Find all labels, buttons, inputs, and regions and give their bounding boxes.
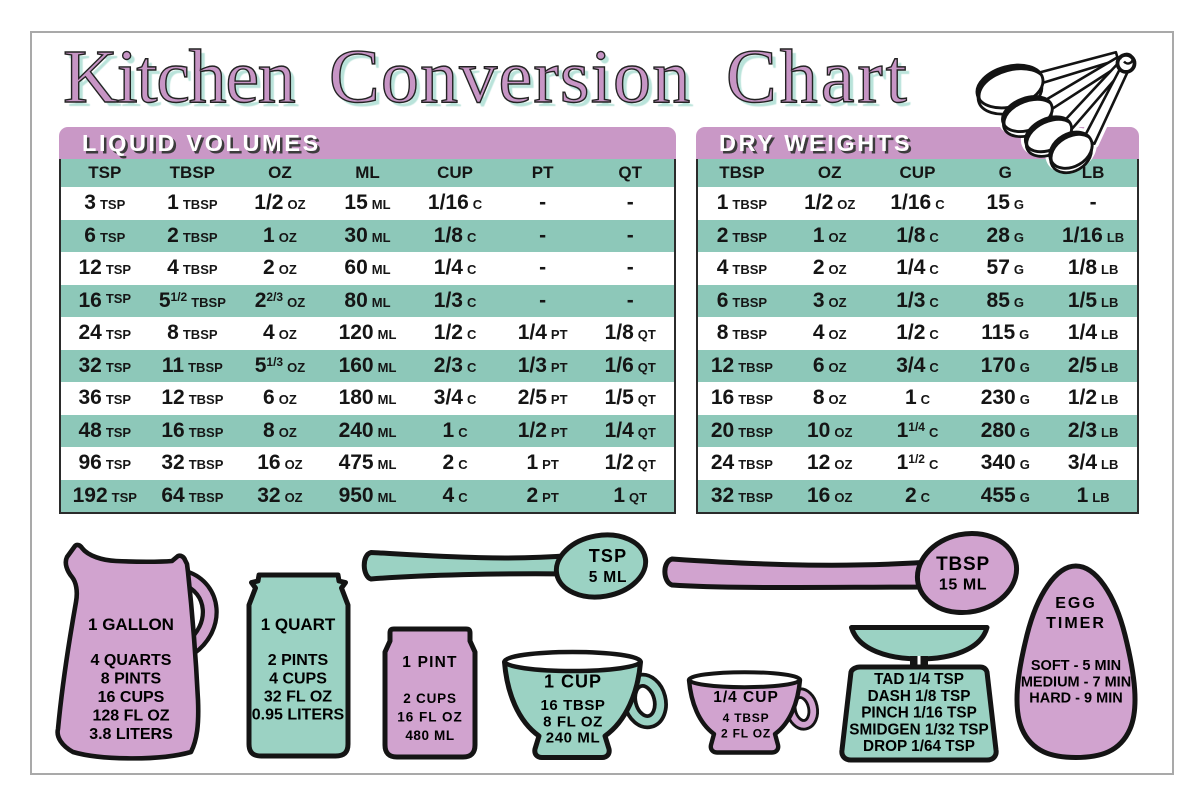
svg-text:1 PINT: 1 PINT	[402, 654, 457, 671]
svg-text:5 ML: 5 ML	[589, 569, 628, 586]
svg-text:8 PINTS: 8 PINTS	[101, 671, 162, 688]
svg-text:DROP 1/64 TSP: DROP 1/64 TSP	[863, 738, 975, 755]
svg-text:DASH 1/8 TSP: DASH 1/8 TSP	[868, 688, 971, 705]
svg-text:EGG: EGG	[1055, 595, 1097, 612]
svg-text:0.95 LITERS: 0.95 LITERS	[252, 707, 345, 724]
svg-text:128 FL OZ: 128 FL OZ	[92, 708, 169, 725]
svg-text:16 TBSP: 16 TBSP	[540, 697, 605, 714]
svg-text:SOFT - 5 MIN: SOFT - 5 MIN	[1031, 658, 1121, 674]
svg-text:8 FL OZ: 8 FL OZ	[543, 714, 603, 731]
svg-text:HARD - 9 MIN: HARD - 9 MIN	[1029, 691, 1122, 707]
svg-text:15 ML: 15 ML	[939, 577, 987, 594]
svg-text:16 CUPS: 16 CUPS	[98, 689, 165, 706]
svg-text:MEDIUM - 7 MIN: MEDIUM - 7 MIN	[1021, 674, 1131, 690]
svg-text:16 FL OZ: 16 FL OZ	[397, 710, 463, 725]
svg-text:PINCH 1/16 TSP: PINCH 1/16 TSP	[861, 705, 977, 722]
svg-text:TBSP: TBSP	[936, 554, 990, 575]
svg-text:SMIDGEN 1/32 TSP: SMIDGEN 1/32 TSP	[849, 721, 988, 738]
svg-text:TSP: TSP	[589, 546, 628, 566]
svg-text:TIMER: TIMER	[1046, 615, 1106, 632]
svg-text:TAD 1/4 TSP: TAD 1/4 TSP	[874, 671, 964, 688]
svg-text:4 CUPS: 4 CUPS	[269, 671, 327, 688]
svg-text:32 FL OZ: 32 FL OZ	[264, 689, 332, 706]
svg-text:1 CUP: 1 CUP	[544, 672, 602, 692]
svg-text:1/4 CUP: 1/4 CUP	[713, 689, 779, 706]
svg-text:4 QUARTS: 4 QUARTS	[91, 652, 172, 669]
svg-text:480 ML: 480 ML	[405, 728, 454, 743]
svg-text:2 PINTS: 2 PINTS	[268, 652, 329, 669]
svg-text:2 CUPS: 2 CUPS	[403, 691, 457, 706]
svg-text:240 ML: 240 ML	[546, 730, 600, 747]
svg-text:1 GALLON: 1 GALLON	[88, 615, 174, 634]
svg-text:4 TBSP: 4 TBSP	[723, 711, 770, 725]
svg-text:1 QUART: 1 QUART	[261, 615, 336, 634]
svg-text:3.8 LITERS: 3.8 LITERS	[89, 726, 173, 743]
svg-text:2 FL OZ: 2 FL OZ	[721, 727, 771, 741]
